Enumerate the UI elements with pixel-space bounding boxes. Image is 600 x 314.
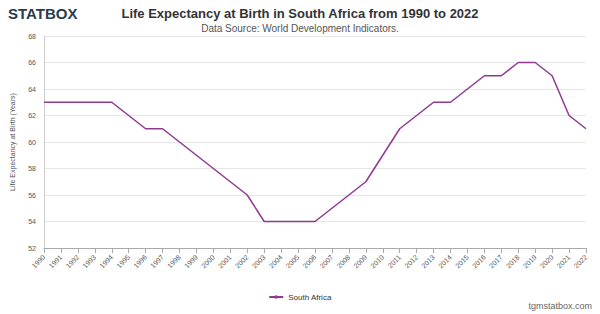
svg-text:South Africa: South Africa <box>288 293 332 302</box>
svg-text:1999: 1999 <box>183 253 199 269</box>
svg-text:STATBOX: STATBOX <box>8 5 77 22</box>
svg-text:66: 66 <box>28 59 36 66</box>
svg-text:2016: 2016 <box>471 253 487 269</box>
svg-text:2015: 2015 <box>454 253 470 269</box>
svg-text:52: 52 <box>28 245 36 252</box>
svg-text:2019: 2019 <box>522 253 538 269</box>
svg-text:tgmstatbox.com: tgmstatbox.com <box>528 301 592 311</box>
svg-text:56: 56 <box>28 192 36 199</box>
svg-text:Life Expectancy at Birth (Year: Life Expectancy at Birth (Years) <box>9 93 17 191</box>
svg-text:1998: 1998 <box>166 253 182 269</box>
svg-text:2004: 2004 <box>268 253 284 269</box>
svg-text:Life Expectancy at Birth in So: Life Expectancy at Birth in South Africa… <box>121 6 478 21</box>
svg-text:2001: 2001 <box>217 253 233 269</box>
svg-text:2010: 2010 <box>369 253 385 269</box>
svg-text:2002: 2002 <box>234 253 250 269</box>
svg-text:2017: 2017 <box>488 253 504 269</box>
svg-text:64: 64 <box>28 86 36 93</box>
svg-text:1994: 1994 <box>98 253 114 269</box>
svg-text:2018: 2018 <box>505 253 521 269</box>
svg-text:2009: 2009 <box>352 253 368 269</box>
svg-text:1996: 1996 <box>132 253 148 269</box>
svg-text:62: 62 <box>28 112 36 119</box>
svg-text:2011: 2011 <box>387 253 403 269</box>
svg-text:2000: 2000 <box>200 253 216 269</box>
svg-text:2006: 2006 <box>302 253 318 269</box>
svg-text:58: 58 <box>28 165 36 172</box>
svg-text:2014: 2014 <box>437 253 453 269</box>
svg-text:2005: 2005 <box>285 253 301 269</box>
svg-text:1993: 1993 <box>81 253 97 269</box>
svg-text:2021: 2021 <box>556 253 572 269</box>
svg-text:60: 60 <box>28 139 36 146</box>
svg-text:68: 68 <box>28 33 36 40</box>
svg-text:1995: 1995 <box>115 253 131 269</box>
svg-text:Data Source: World Development: Data Source: World Development Indicator… <box>201 23 399 34</box>
svg-text:2007: 2007 <box>318 253 334 269</box>
svg-text:1997: 1997 <box>149 253 165 269</box>
svg-text:1991: 1991 <box>47 253 63 269</box>
svg-text:2022: 2022 <box>573 253 589 269</box>
svg-text:1990: 1990 <box>31 253 47 269</box>
svg-text:2008: 2008 <box>335 253 351 269</box>
svg-text:54: 54 <box>28 218 36 225</box>
svg-text:2003: 2003 <box>251 253 267 269</box>
svg-text:1992: 1992 <box>64 253 80 269</box>
svg-text:2020: 2020 <box>539 253 555 269</box>
svg-text:2013: 2013 <box>420 253 436 269</box>
svg-text:2012: 2012 <box>403 253 419 269</box>
